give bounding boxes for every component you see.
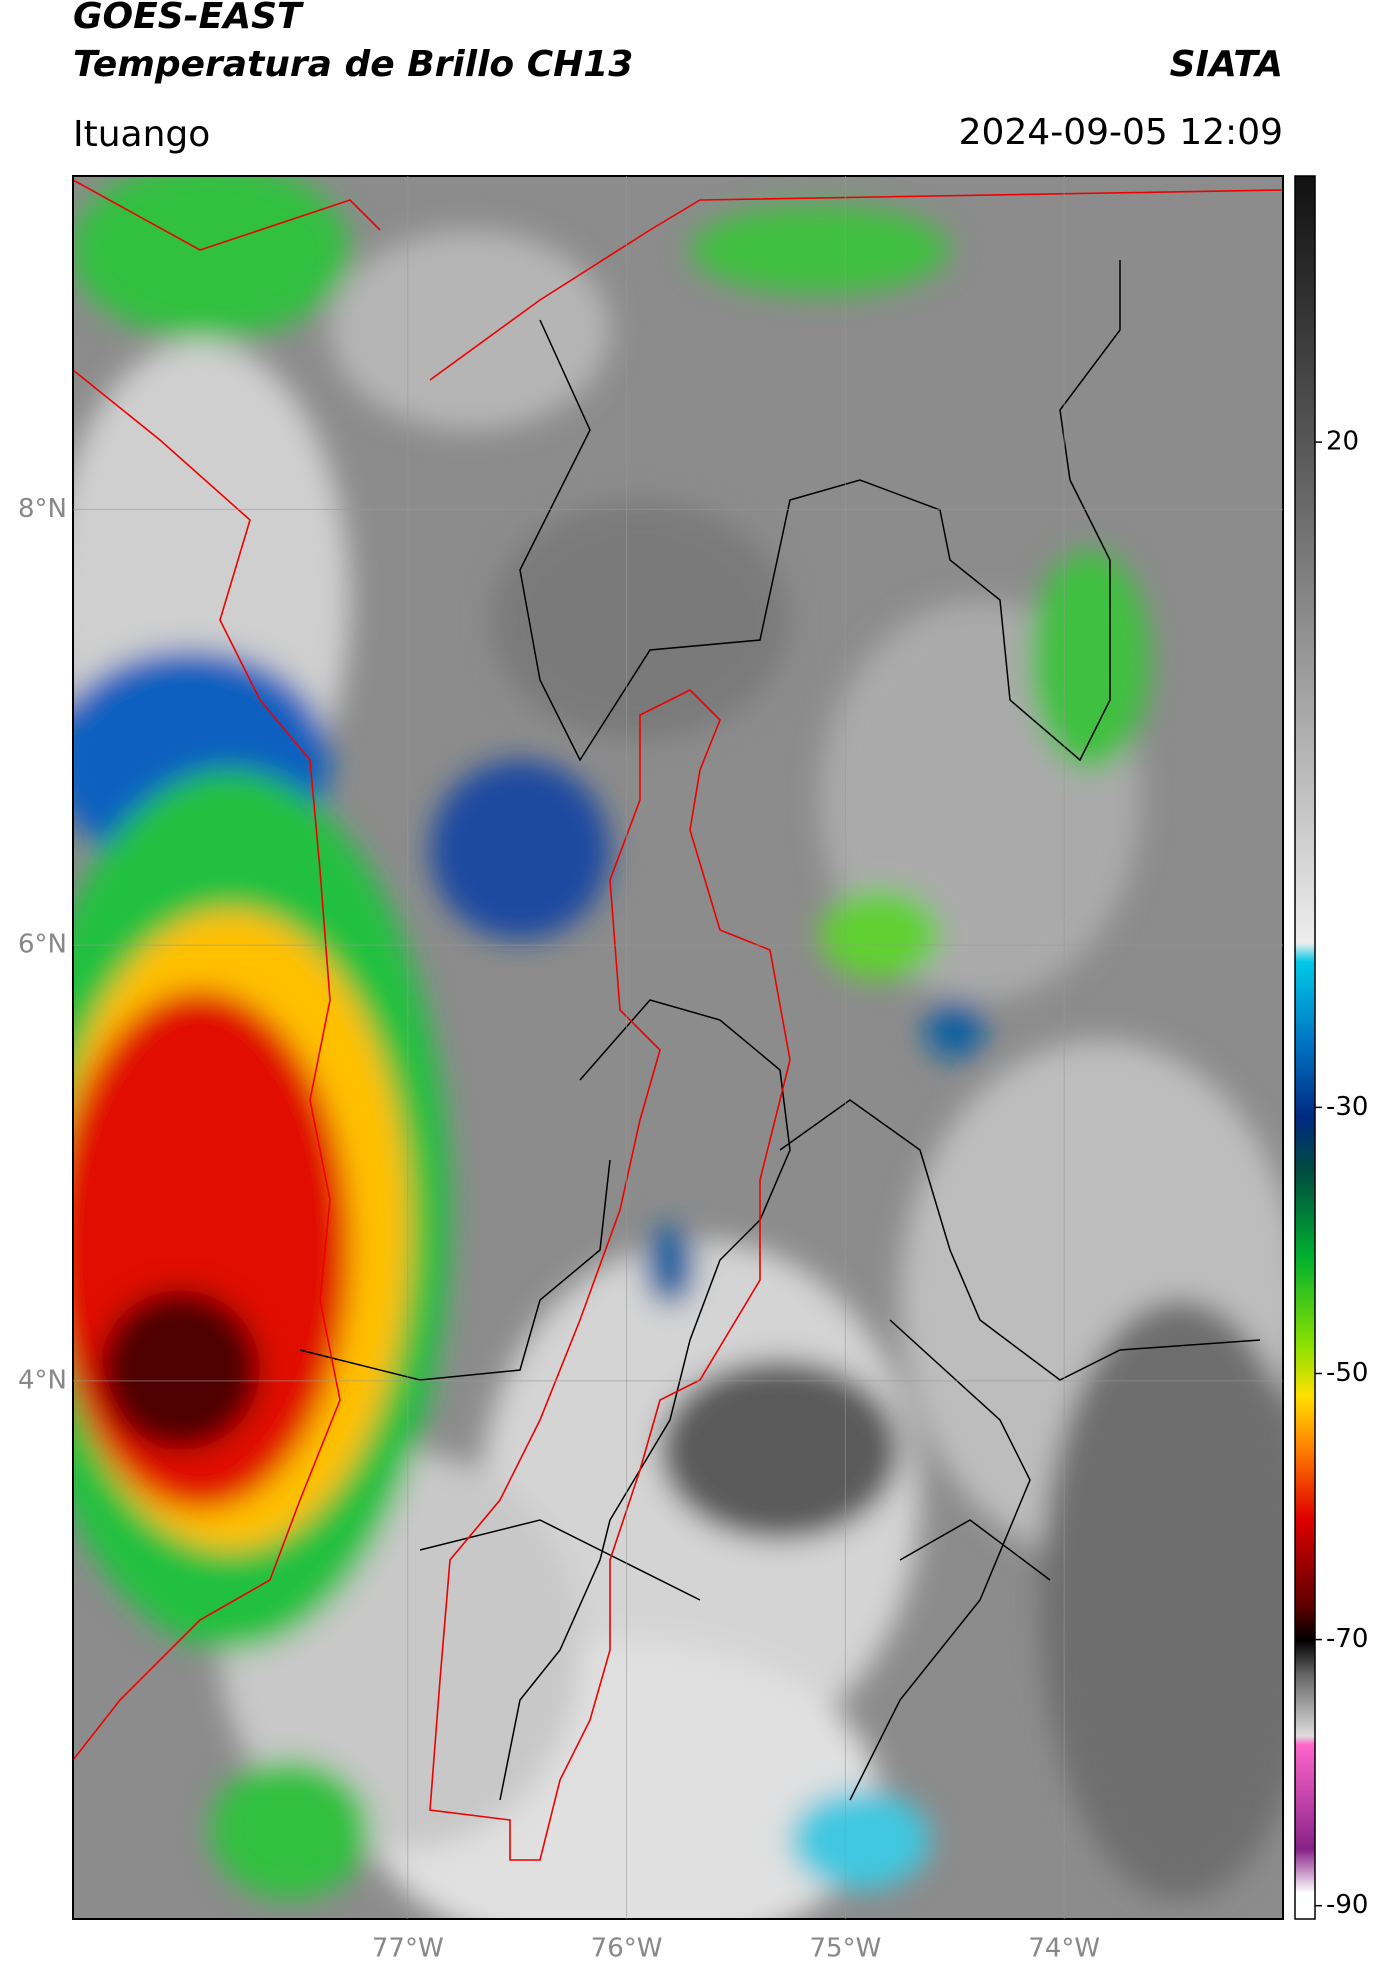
colorbar-tick-label: -30	[1326, 1092, 1368, 1122]
x-tick-label: 74°W	[1028, 1934, 1100, 1964]
title: GOES-EAST	[73, 0, 304, 37]
colorbar-tick-label: -50	[1326, 1358, 1368, 1388]
y-tick-label: 4°N	[18, 1365, 67, 1395]
colorbar-tick-label: -70	[1326, 1624, 1368, 1654]
x-tick-label: 77°W	[372, 1934, 444, 1964]
y-tick-label: 8°N	[18, 494, 67, 524]
x-tick-label: 76°W	[591, 1934, 663, 1964]
x-tick-label: 75°W	[809, 1934, 881, 1964]
colorbar	[1294, 175, 1316, 1920]
datetime: 2024-09-05 12:09	[959, 112, 1283, 153]
satellite-image	[73, 176, 1283, 1919]
location: Ituango	[73, 114, 210, 155]
y-tick-label: 6°N	[18, 930, 67, 960]
subtitle: Temperatura de Brillo CH13	[73, 44, 633, 85]
map-frame	[72, 175, 1284, 1920]
colorbar-tick-label: -90	[1326, 1890, 1368, 1920]
source: SIATA	[1170, 44, 1283, 85]
colorbar-tick-label: 20	[1326, 427, 1359, 457]
